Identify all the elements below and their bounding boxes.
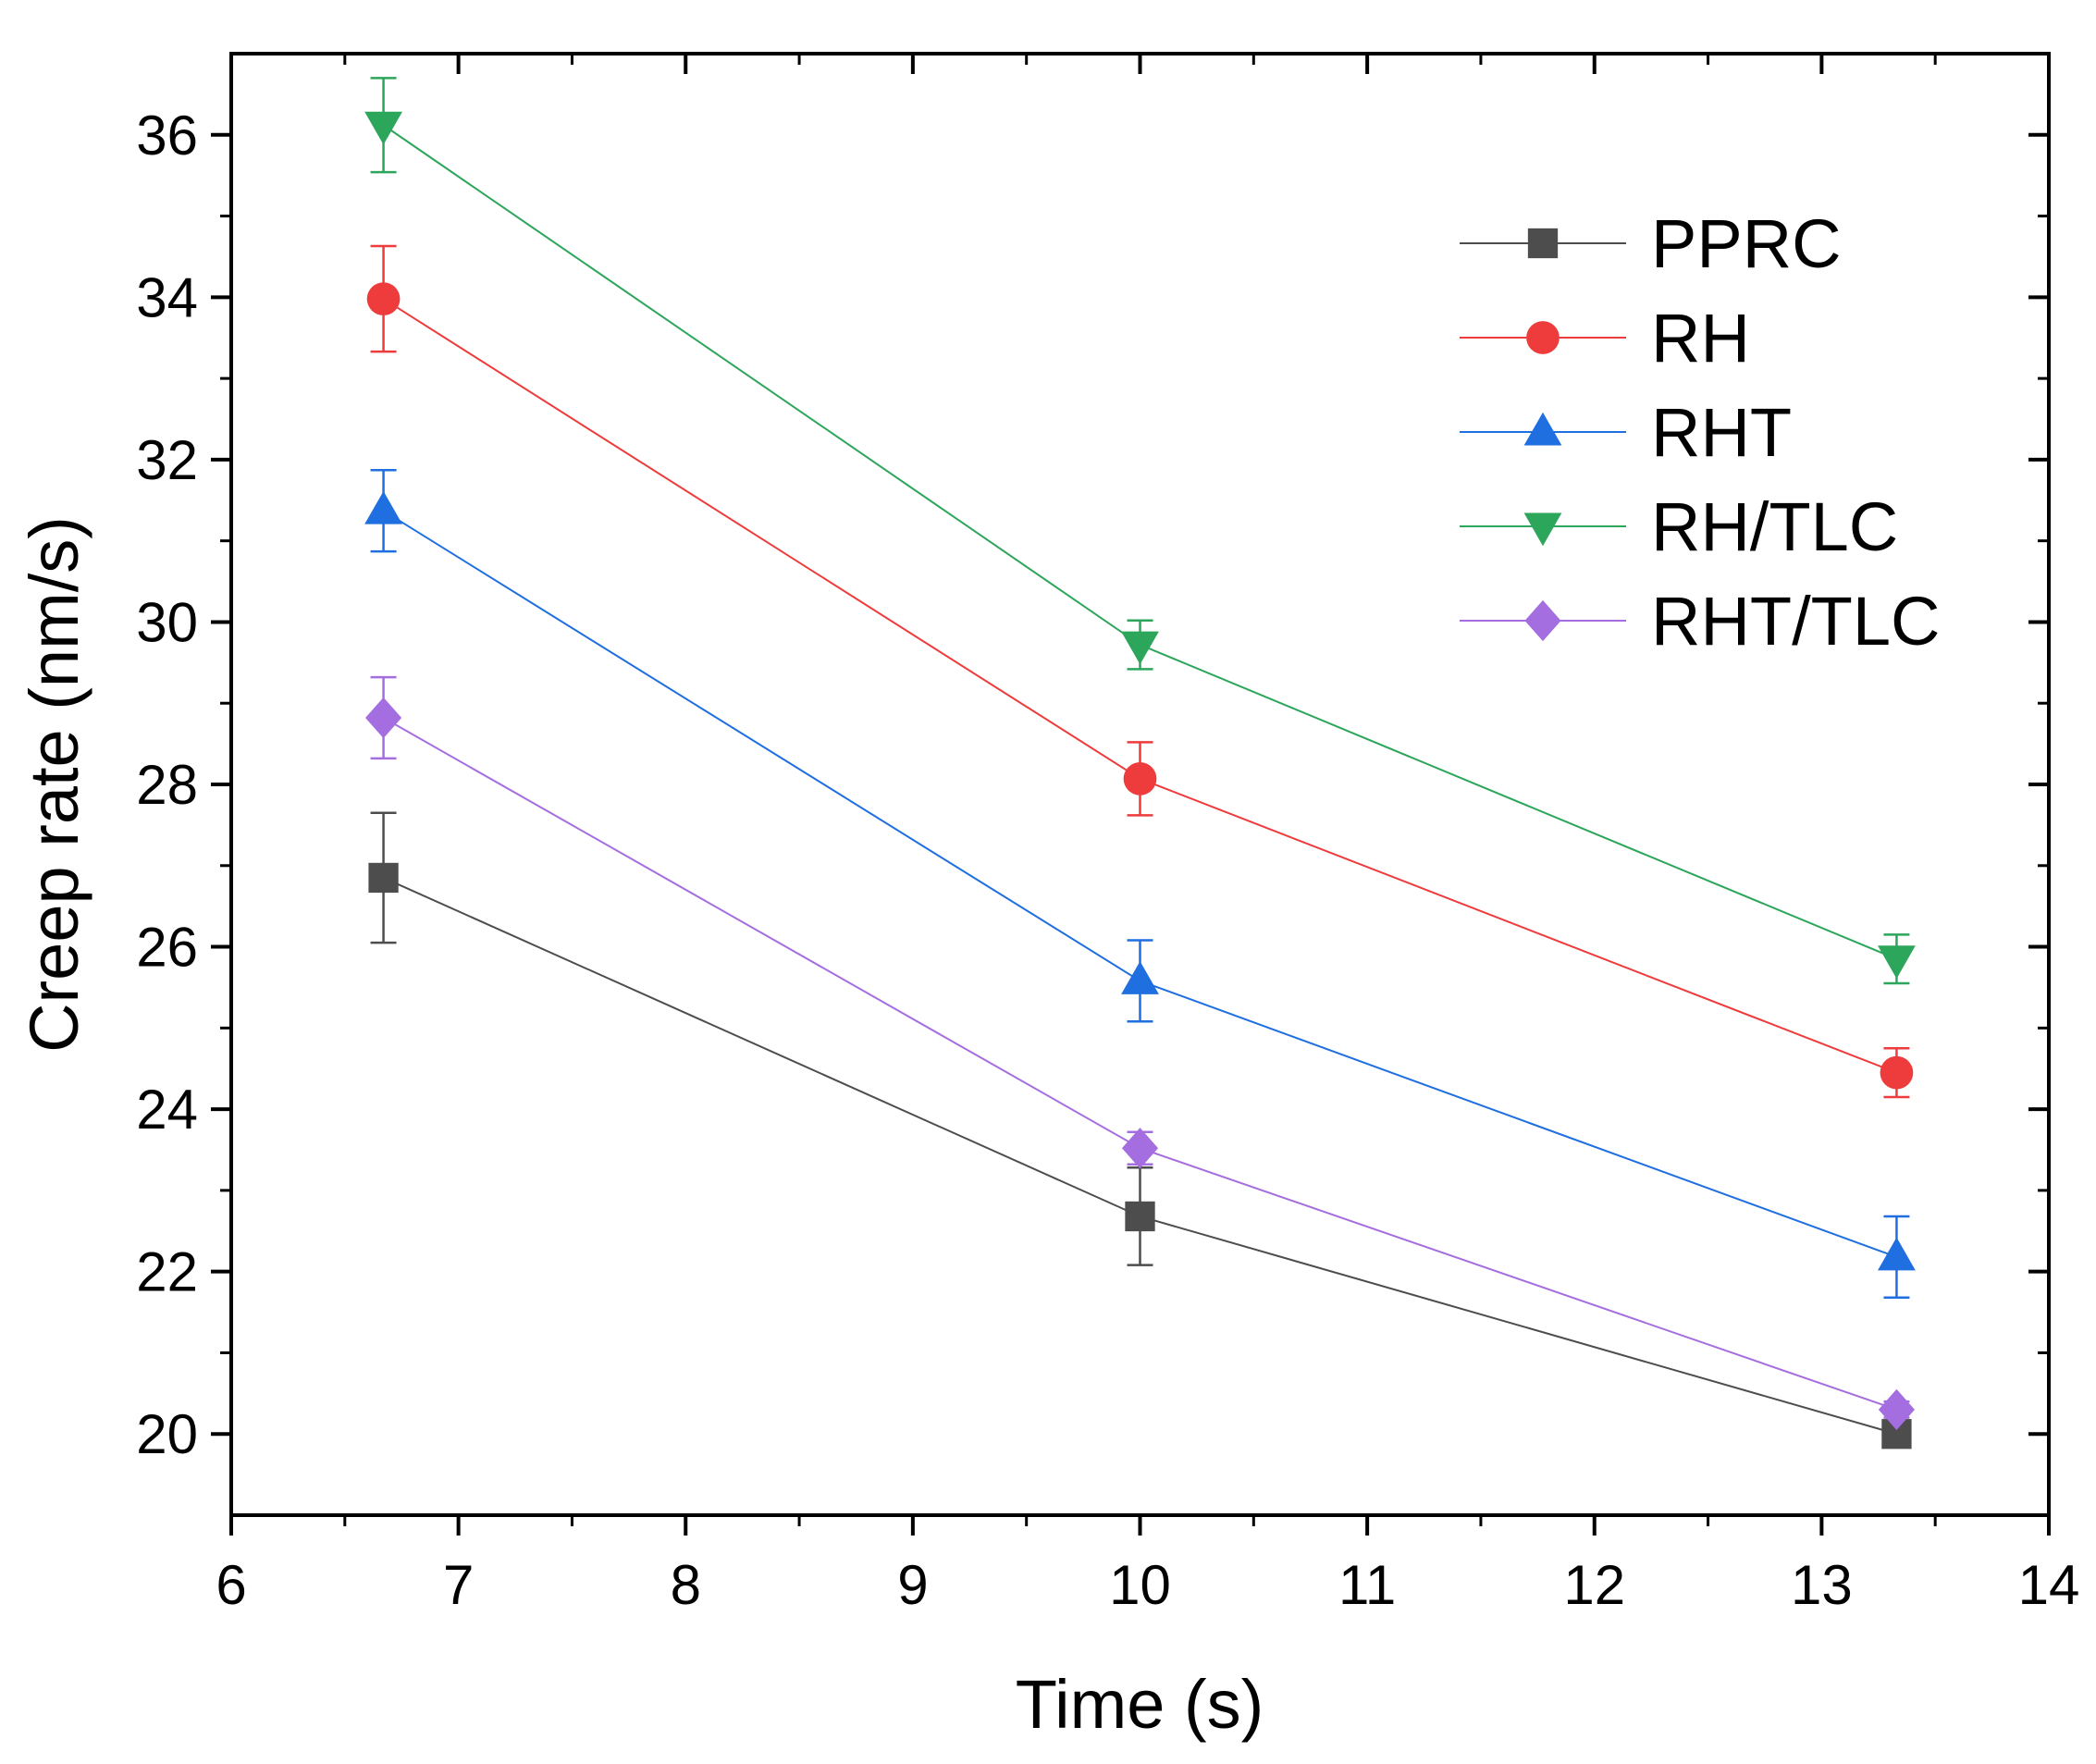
x-tick-label: 6 bbox=[216, 1554, 246, 1616]
legend-marker bbox=[1527, 228, 1559, 259]
data-point bbox=[366, 282, 401, 315]
series-rh-tlc bbox=[364, 77, 1916, 985]
y-tick-label: 32 bbox=[136, 429, 198, 491]
x-tick-label: 14 bbox=[2018, 1554, 2080, 1616]
data-point bbox=[1878, 1237, 1916, 1271]
data-point bbox=[1880, 1055, 1914, 1090]
legend-label: RHT/TLC bbox=[1651, 583, 1940, 660]
series-rh bbox=[366, 244, 1914, 1099]
series-rht-tlc bbox=[365, 675, 1915, 1430]
x-axis-title: Time (s) bbox=[1016, 1666, 1264, 1743]
y-tick-label: 22 bbox=[136, 1241, 198, 1303]
data-point bbox=[1121, 1128, 1159, 1169]
data-point bbox=[1878, 945, 1916, 979]
legend-item: RHT bbox=[1460, 394, 1792, 471]
data-point bbox=[1878, 1388, 1915, 1430]
legend-marker bbox=[1523, 512, 1562, 547]
legend-marker bbox=[1524, 599, 1561, 642]
legend-marker bbox=[1526, 321, 1560, 354]
data-point bbox=[1121, 961, 1159, 994]
axis-labels: Time (s) Creep rate (nm/s) bbox=[16, 516, 1264, 1743]
legend-item: RH/TLC bbox=[1460, 488, 1898, 565]
plot-area-border bbox=[229, 52, 2051, 1517]
legend-label: RH bbox=[1651, 300, 1750, 376]
x-tick-label: 9 bbox=[897, 1554, 928, 1616]
plot-series bbox=[364, 77, 1916, 1449]
legend-item: RHT/TLC bbox=[1460, 583, 1940, 660]
y-tick-label: 36 bbox=[136, 105, 198, 167]
x-tick-label: 8 bbox=[671, 1554, 701, 1616]
data-point bbox=[1123, 762, 1157, 796]
axis-ticks: 6 7 8 9 10 11 12 13 14 20 22 24 26 28 30 32 34 36 bbox=[136, 54, 2079, 1616]
y-axis-title: Creep rate (nm/s) bbox=[16, 516, 92, 1053]
x-tick-label: 7 bbox=[443, 1554, 474, 1616]
data-point bbox=[1125, 1201, 1155, 1232]
x-tick-label: 13 bbox=[1791, 1554, 1853, 1616]
series-rht bbox=[364, 469, 1916, 1300]
legend-item: PPRC bbox=[1460, 205, 1842, 282]
data-point bbox=[365, 697, 402, 739]
legend-marker bbox=[1523, 412, 1562, 446]
y-tick-label: 26 bbox=[136, 917, 198, 979]
legend-label: RH/TLC bbox=[1651, 488, 1898, 565]
y-tick-label: 28 bbox=[136, 754, 198, 816]
y-tick-label: 24 bbox=[136, 1079, 198, 1141]
y-tick-label: 20 bbox=[136, 1403, 198, 1465]
x-tick-label: 10 bbox=[1109, 1554, 1171, 1616]
y-tick-label: 30 bbox=[136, 591, 198, 653]
data-point bbox=[1121, 631, 1159, 665]
x-tick-label: 11 bbox=[1338, 1554, 1396, 1616]
legend: PPRC RH RHT RH/TLC RHT/TLC bbox=[1460, 205, 1940, 660]
data-point bbox=[364, 111, 402, 145]
data-point bbox=[364, 490, 402, 524]
data-point bbox=[368, 862, 399, 894]
legend-label: RHT bbox=[1651, 394, 1792, 471]
x-tick-label: 12 bbox=[1563, 1554, 1625, 1616]
legend-item: RH bbox=[1460, 300, 1750, 376]
y-tick-label: 34 bbox=[136, 266, 198, 328]
legend-label: PPRC bbox=[1651, 205, 1842, 282]
plot-frame bbox=[229, 52, 2051, 1517]
